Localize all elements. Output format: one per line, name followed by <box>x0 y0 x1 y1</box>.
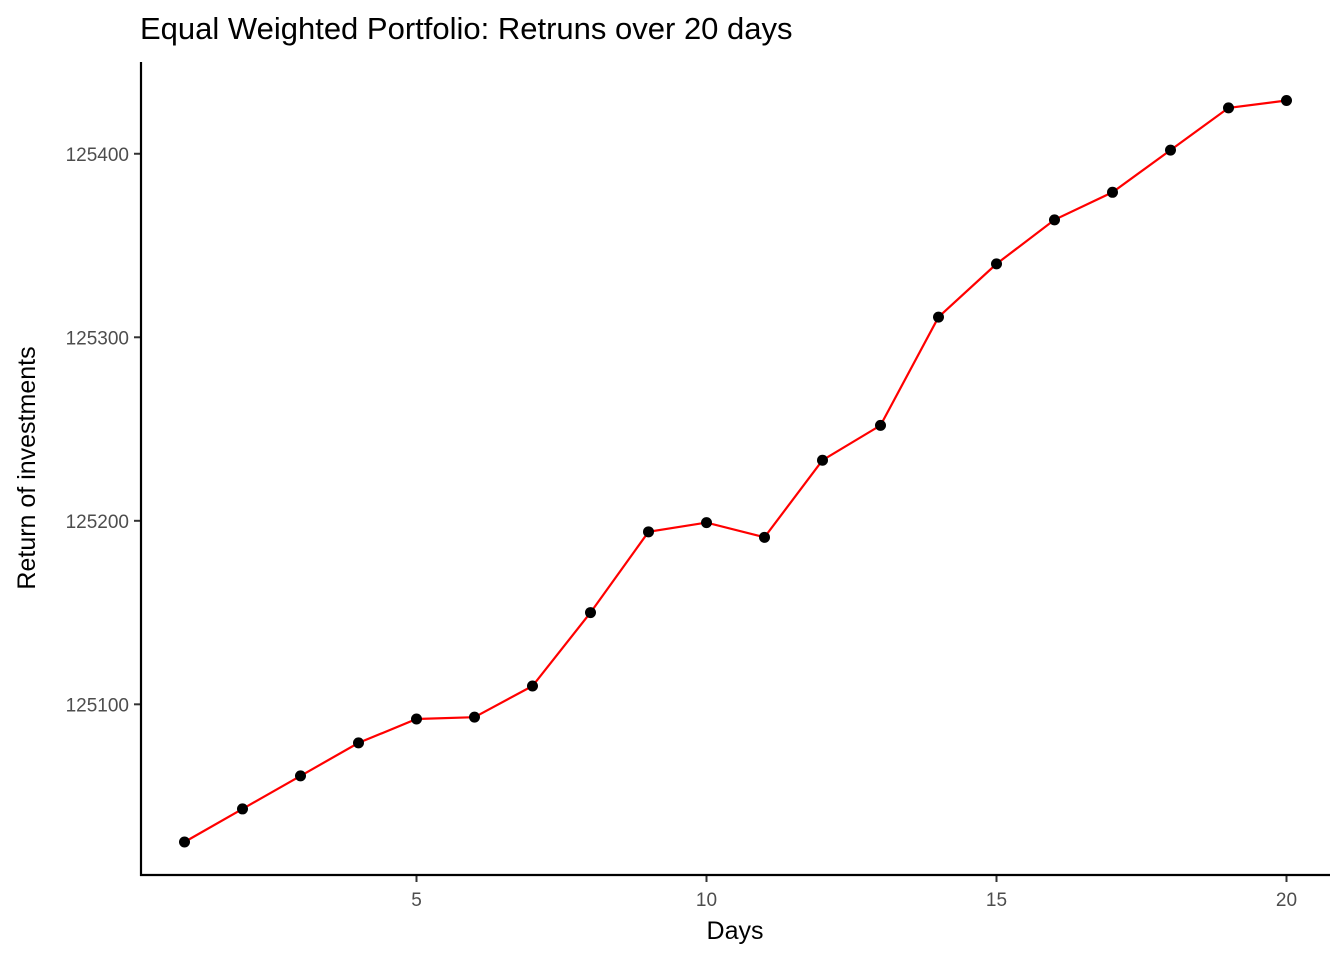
data-point <box>179 836 190 848</box>
series-line <box>183 99 1287 843</box>
y-tick-label: 125200 <box>66 512 129 533</box>
data-point <box>991 258 1002 270</box>
data-point <box>1165 144 1176 156</box>
data-point <box>1107 186 1118 198</box>
chart-title: Equal Weighted Portfolio: Retruns over 2… <box>140 11 793 46</box>
data-point <box>701 517 712 529</box>
data-point <box>1223 102 1234 114</box>
data-point <box>875 419 886 431</box>
y-tick-label: 125400 <box>66 145 129 166</box>
data-point <box>469 711 480 723</box>
data-point <box>1049 214 1060 226</box>
x-axis-title: Days <box>707 917 764 945</box>
data-point <box>295 770 306 782</box>
data-point <box>643 526 654 538</box>
data-point <box>933 311 944 323</box>
x-axis-ticks: 5 10 15 20 <box>411 875 1297 911</box>
data-point <box>759 531 770 543</box>
y-axis-title: Return of investments <box>13 346 41 589</box>
x-tick-label: 20 <box>1276 890 1297 911</box>
data-point <box>353 737 364 749</box>
y-tick-label: 125100 <box>66 695 129 716</box>
data-point <box>411 713 422 725</box>
series-group <box>179 95 1292 848</box>
data-point <box>817 454 828 466</box>
x-tick-label: 10 <box>696 890 717 911</box>
data-point <box>585 607 596 619</box>
data-point <box>527 680 538 692</box>
y-tick-label: 125300 <box>66 328 129 349</box>
y-axis-ticks: 125100 125200 125300 125400 <box>66 145 141 716</box>
x-tick-label: 15 <box>986 890 1007 911</box>
x-tick-label: 5 <box>411 890 422 911</box>
data-point <box>237 803 248 815</box>
data-point <box>1281 95 1292 107</box>
